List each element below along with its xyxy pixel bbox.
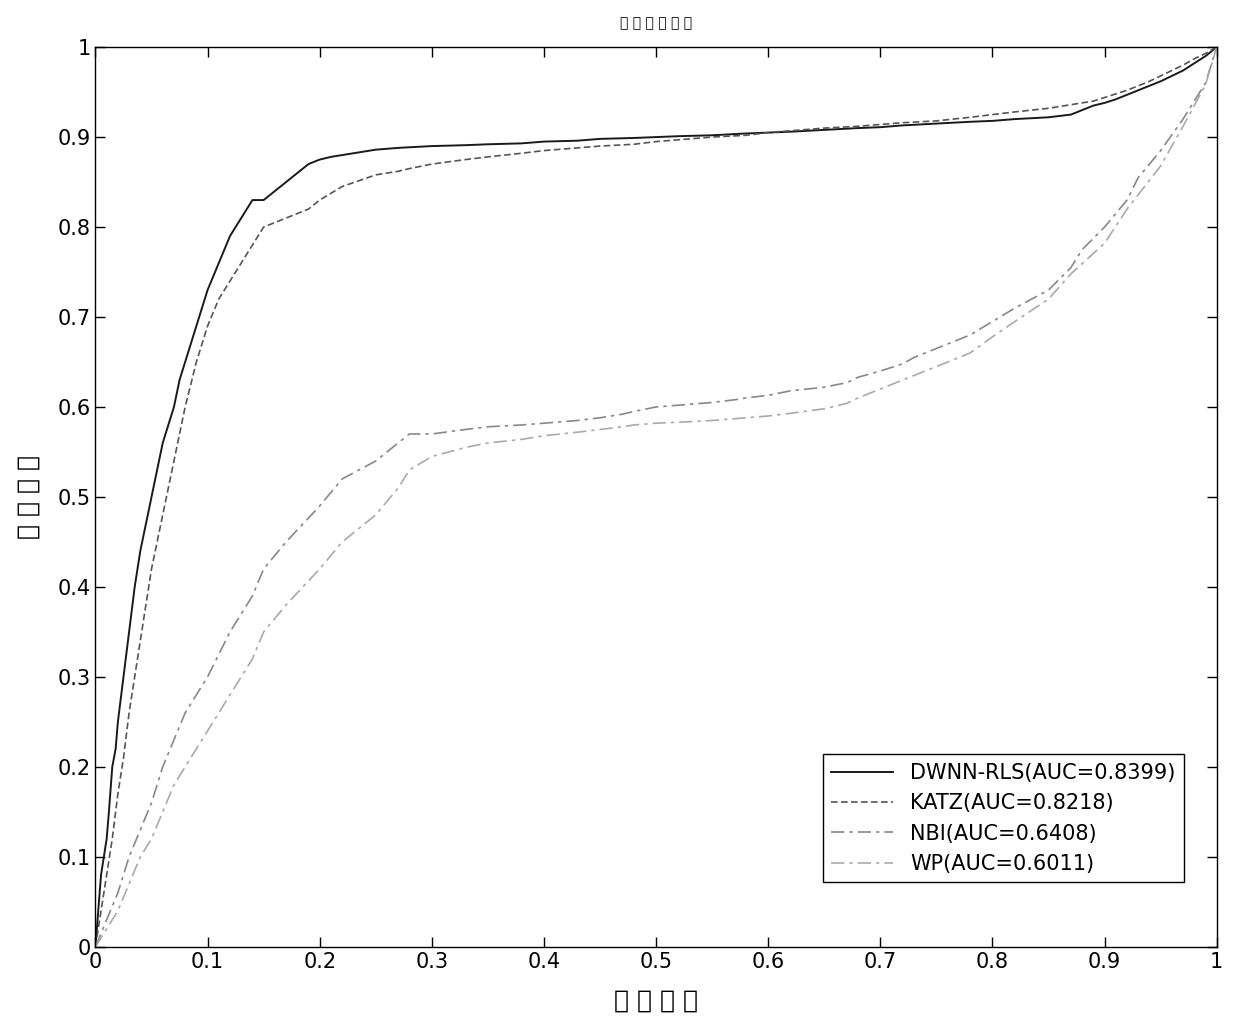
- Line: NBI(AUC=0.6408): NBI(AUC=0.6408): [95, 47, 1216, 947]
- KATZ(AUC=0.8218): [1209, 41, 1224, 54]
- WP(AUC=0.6011): [88, 941, 103, 953]
- WP(AUC=0.6011): [895, 374, 910, 386]
- NBI(AUC=0.6408): [704, 396, 719, 409]
- Line: WP(AUC=0.6011): WP(AUC=0.6011): [95, 47, 1216, 947]
- NBI(AUC=0.6408): [817, 381, 832, 393]
- KATZ(AUC=0.8218): [515, 147, 529, 159]
- Y-axis label: 真 正 类 率: 真 正 类 率: [16, 455, 41, 539]
- DWNN-RLS(AUC=0.8399): [110, 716, 125, 729]
- WP(AUC=0.6011): [738, 412, 753, 424]
- Line: DWNN-RLS(AUC=0.8399): DWNN-RLS(AUC=0.8399): [95, 47, 1216, 947]
- KATZ(AUC=0.8218): [391, 165, 405, 177]
- NBI(AUC=0.6408): [929, 343, 944, 355]
- X-axis label: 假 正 类 率: 假 正 类 率: [614, 988, 698, 1013]
- NBI(AUC=0.6408): [1209, 41, 1224, 54]
- KATZ(AUC=0.8218): [626, 138, 641, 150]
- WP(AUC=0.6011): [1209, 41, 1224, 54]
- DWNN-RLS(AUC=0.8399): [1209, 41, 1224, 54]
- KATZ(AUC=0.8218): [133, 635, 148, 647]
- NBI(AUC=0.6408): [88, 941, 103, 953]
- WP(AUC=0.6011): [671, 416, 686, 428]
- DWNN-RLS(AUC=0.8399): [929, 117, 944, 130]
- DWNN-RLS(AUC=0.8399): [88, 941, 103, 953]
- DWNN-RLS(AUC=0.8399): [1007, 113, 1022, 126]
- Line: KATZ(AUC=0.8218): KATZ(AUC=0.8218): [95, 47, 1216, 947]
- WP(AUC=0.6011): [1064, 268, 1079, 280]
- WP(AUC=0.6011): [279, 599, 294, 611]
- KATZ(AUC=0.8218): [795, 123, 810, 136]
- DWNN-RLS(AUC=0.8399): [1064, 108, 1079, 120]
- NBI(AUC=0.6408): [424, 428, 439, 440]
- KATZ(AUC=0.8218): [88, 941, 103, 953]
- DWNN-RLS(AUC=0.8399): [1120, 88, 1135, 101]
- KATZ(AUC=0.8218): [761, 127, 776, 139]
- NBI(AUC=0.6408): [761, 389, 776, 401]
- DWNN-RLS(AUC=0.8399): [985, 114, 999, 127]
- Title: 五 倍 交 叉 验 证: 五 倍 交 叉 验 证: [620, 16, 692, 31]
- NBI(AUC=0.6408): [99, 914, 114, 926]
- Legend: DWNN-RLS(AUC=0.8399), KATZ(AUC=0.8218), NBI(AUC=0.6408), WP(AUC=0.6011): DWNN-RLS(AUC=0.8399), KATZ(AUC=0.8218), …: [822, 754, 1184, 883]
- WP(AUC=0.6011): [704, 415, 719, 427]
